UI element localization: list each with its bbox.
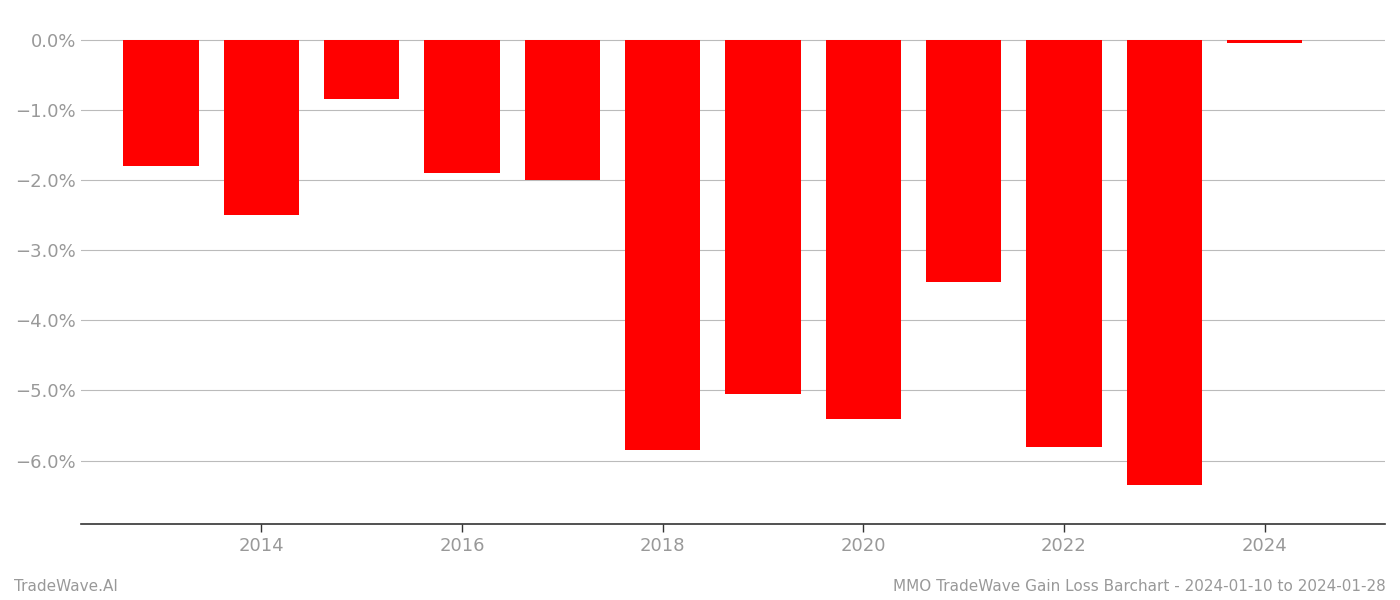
Bar xyxy=(424,40,500,173)
Bar xyxy=(1127,40,1201,485)
Bar xyxy=(1226,40,1302,43)
Text: TradeWave.AI: TradeWave.AI xyxy=(14,579,118,594)
Bar xyxy=(1026,40,1102,446)
Bar xyxy=(323,40,399,99)
Bar xyxy=(826,40,900,419)
Bar xyxy=(224,40,298,215)
Bar xyxy=(624,40,700,450)
Bar xyxy=(925,40,1001,281)
Bar xyxy=(123,40,199,166)
Text: MMO TradeWave Gain Loss Barchart - 2024-01-10 to 2024-01-28: MMO TradeWave Gain Loss Barchart - 2024-… xyxy=(893,579,1386,594)
Bar xyxy=(525,40,599,180)
Bar xyxy=(725,40,801,394)
